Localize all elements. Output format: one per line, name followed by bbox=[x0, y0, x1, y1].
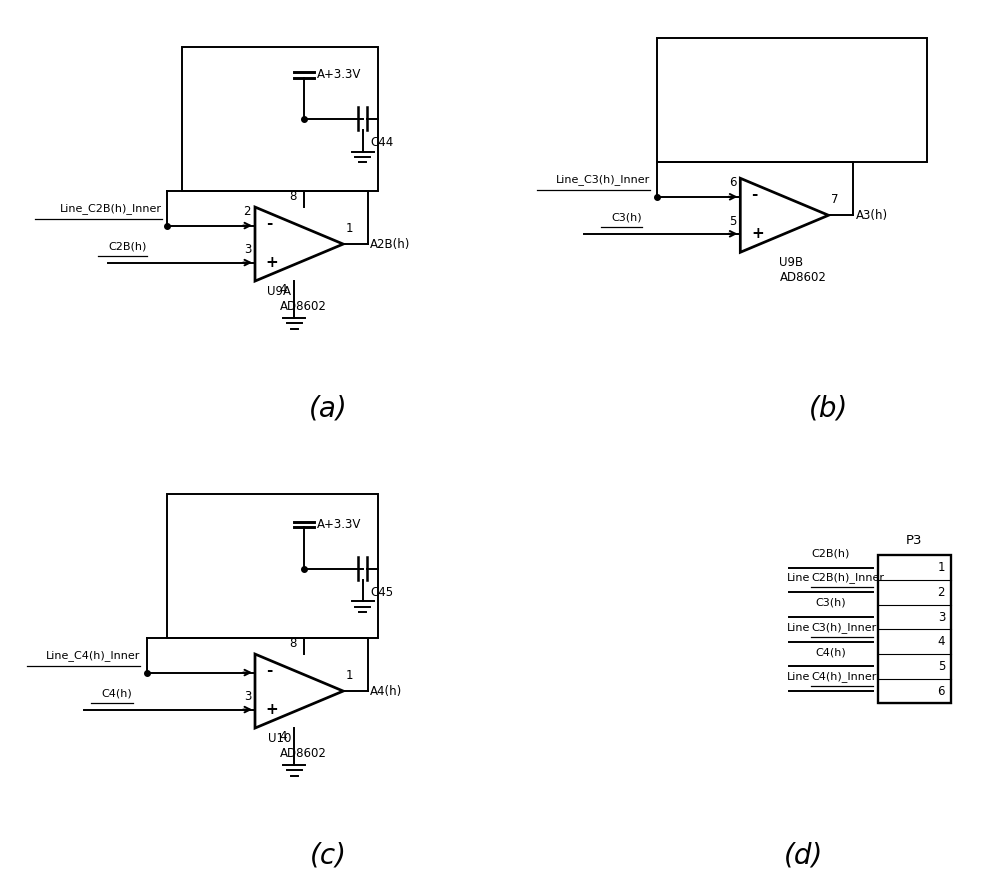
Text: (d): (d) bbox=[784, 841, 824, 870]
Text: 1: 1 bbox=[346, 222, 353, 235]
Text: AD8602: AD8602 bbox=[780, 271, 826, 283]
Text: 1: 1 bbox=[938, 561, 945, 574]
Text: 4: 4 bbox=[279, 730, 287, 743]
Text: A+3.3V: A+3.3V bbox=[317, 68, 362, 81]
Text: C3(h): C3(h) bbox=[612, 212, 642, 223]
Text: P3: P3 bbox=[906, 534, 922, 547]
Text: C2B(h): C2B(h) bbox=[109, 241, 147, 251]
Text: +: + bbox=[751, 226, 764, 241]
Bar bbox=[167, 493, 378, 637]
Text: (b): (b) bbox=[809, 394, 848, 423]
Text: 3: 3 bbox=[244, 690, 251, 704]
Text: Line_C3(h)_Inner: Line_C3(h)_Inner bbox=[555, 174, 650, 185]
Text: A3(h): A3(h) bbox=[855, 209, 888, 222]
Text: Line_C4(h)_Inner: Line_C4(h)_Inner bbox=[45, 650, 140, 661]
Text: C3(h): C3(h) bbox=[816, 598, 846, 608]
Bar bbox=[182, 46, 378, 190]
Text: 3: 3 bbox=[244, 243, 251, 257]
Text: Line: Line bbox=[787, 672, 810, 682]
Text: -: - bbox=[266, 216, 272, 231]
Text: 7: 7 bbox=[831, 193, 838, 207]
Text: C2B(h): C2B(h) bbox=[812, 549, 850, 559]
Text: +: + bbox=[266, 702, 279, 717]
Text: 1: 1 bbox=[346, 669, 353, 682]
Text: 4: 4 bbox=[938, 636, 945, 648]
Text: U10: U10 bbox=[268, 732, 291, 746]
Text: AD8602: AD8602 bbox=[280, 746, 326, 760]
Bar bbox=[878, 555, 951, 704]
Text: A2B(h): A2B(h) bbox=[370, 238, 411, 250]
Text: AD8602: AD8602 bbox=[280, 299, 326, 313]
Text: C45: C45 bbox=[370, 586, 393, 599]
Text: U9B: U9B bbox=[780, 257, 804, 269]
Text: +: + bbox=[266, 255, 279, 270]
Text: C4(h): C4(h) bbox=[816, 647, 846, 657]
Text: Line_C2B(h)_Inner: Line_C2B(h)_Inner bbox=[60, 203, 162, 214]
Text: (c): (c) bbox=[310, 841, 347, 870]
Text: 8: 8 bbox=[289, 190, 297, 203]
Text: 2: 2 bbox=[244, 205, 251, 218]
Text: -: - bbox=[751, 187, 757, 202]
Text: A4(h): A4(h) bbox=[370, 685, 402, 697]
Text: 5: 5 bbox=[729, 215, 736, 228]
Text: 6: 6 bbox=[938, 685, 945, 697]
Text: 3: 3 bbox=[938, 611, 945, 623]
Text: Line: Line bbox=[787, 622, 810, 633]
Text: 4: 4 bbox=[279, 283, 287, 296]
Text: (a): (a) bbox=[309, 394, 348, 423]
Text: 8: 8 bbox=[289, 637, 297, 650]
Text: 5: 5 bbox=[938, 660, 945, 673]
Text: C4(h)_Inner: C4(h)_Inner bbox=[811, 671, 877, 682]
Text: C3(h)_Inner: C3(h)_Inner bbox=[811, 621, 877, 633]
Text: C44: C44 bbox=[370, 136, 393, 149]
Text: 6: 6 bbox=[729, 176, 736, 190]
Text: Line: Line bbox=[787, 573, 810, 583]
Bar bbox=[657, 38, 926, 162]
Text: C4(h): C4(h) bbox=[102, 688, 132, 698]
Text: U9A: U9A bbox=[268, 285, 292, 299]
Text: A+3.3V: A+3.3V bbox=[317, 518, 362, 531]
Text: -: - bbox=[266, 663, 272, 678]
Text: C2B(h)_Inner: C2B(h)_Inner bbox=[811, 572, 884, 583]
Text: 2: 2 bbox=[938, 586, 945, 599]
